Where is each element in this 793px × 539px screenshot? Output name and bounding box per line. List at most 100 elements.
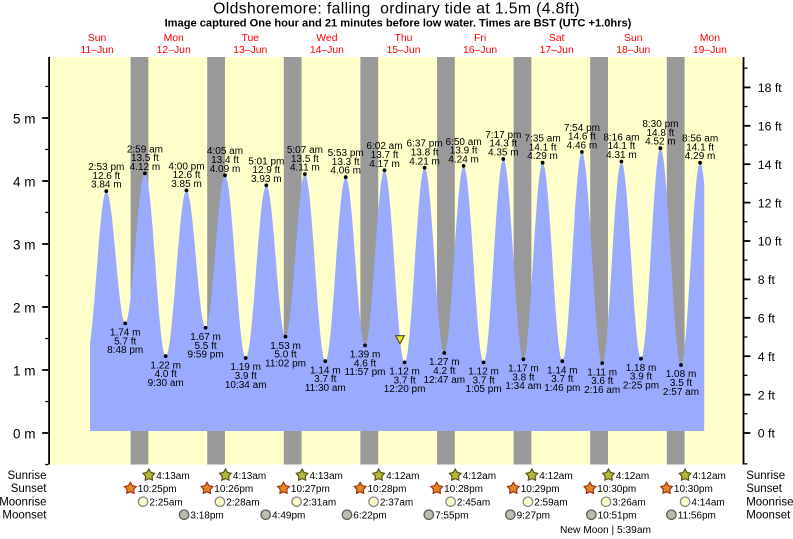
svg-text:2:59 am: 2:59 am [127,144,163,155]
svg-text:13.4 ft: 13.4 ft [211,155,239,166]
svg-text:12.6 ft: 12.6 ft [92,171,120,182]
svg-text:4:49pm: 4:49pm [272,511,305,522]
svg-text:4.11 m: 4.11 m [290,163,320,174]
svg-text:Mon: Mon [700,33,720,44]
svg-text:10:30pm: 10:30pm [674,484,713,495]
svg-text:Image captured One hour and 21: Image captured One hour and 21 minutes b… [165,18,632,30]
svg-text:14–Jun: 14–Jun [310,45,344,56]
svg-text:4.24 m: 4.24 m [448,154,479,165]
svg-text:18 ft: 18 ft [758,81,783,95]
svg-text:1:34 am: 1:34 am [505,381,541,392]
svg-text:12.6 ft: 12.6 ft [173,170,201,181]
svg-text:5:53 pm: 5:53 pm [328,148,364,159]
svg-text:1.08 m: 1.08 m [666,369,697,380]
svg-text:10:51pm: 10:51pm [598,511,637,522]
svg-text:4.31 m: 4.31 m [606,150,637,161]
svg-text:5.5 ft: 5.5 ft [194,341,216,352]
svg-text:4:00 pm: 4:00 pm [168,161,204,172]
svg-text:0 m: 0 m [13,426,36,441]
svg-text:12:20 pm: 12:20 pm [384,384,426,395]
svg-text:4:12am: 4:12am [386,471,419,482]
svg-text:4.35 m: 4.35 m [488,148,519,159]
svg-text:8:30 pm: 8:30 pm [642,119,678,130]
svg-text:3.9 ft: 3.9 ft [235,371,257,382]
svg-text:11:56pm: 11:56pm [678,511,716,522]
svg-text:4:13am: 4:13am [310,471,343,482]
svg-text:13.5 ft: 13.5 ft [131,153,159,164]
svg-text:1.19 m: 1.19 m [230,362,261,373]
svg-text:4.2 ft: 4.2 ft [433,366,455,377]
svg-text:12:47 am: 12:47 am [423,375,465,386]
svg-text:10:27pm: 10:27pm [291,484,330,495]
svg-text:2 m: 2 m [13,300,36,315]
svg-text:Wed: Wed [316,33,337,44]
svg-text:4.6 ft: 4.6 ft [354,358,376,369]
svg-text:4.29 m: 4.29 m [685,151,716,162]
svg-text:Thu: Thu [395,33,413,44]
svg-text:3.85 m: 3.85 m [171,179,202,190]
svg-text:11:30 am: 11:30 am [305,383,346,394]
svg-text:3:18pm: 3:18pm [190,511,223,522]
svg-text:Sun: Sun [88,33,107,44]
svg-text:4.12 m: 4.12 m [130,162,161,173]
svg-text:1.22 m: 1.22 m [150,360,181,371]
svg-text:12.9 ft: 12.9 ft [252,165,280,176]
svg-text:3:26am: 3:26am [612,498,645,509]
svg-text:13.7 ft: 13.7 ft [371,150,399,161]
svg-text:4.21 m: 4.21 m [409,156,440,167]
svg-text:3.7 ft: 3.7 ft [472,375,494,386]
svg-text:Sat: Sat [549,33,565,44]
svg-text:9:59 pm: 9:59 pm [188,350,224,361]
svg-text:6:22pm: 6:22pm [353,511,386,522]
svg-text:New Moon | 5:39am: New Moon | 5:39am [560,525,651,536]
svg-text:5:01 pm: 5:01 pm [248,156,284,167]
svg-text:0 ft: 0 ft [758,427,776,441]
svg-text:2:28am: 2:28am [226,498,259,509]
svg-text:10:34 am: 10:34 am [225,380,267,391]
svg-text:1.11 m: 1.11 m [587,367,617,378]
svg-text:2:25am: 2:25am [149,498,182,509]
svg-text:9:27pm: 9:27pm [517,511,550,522]
svg-text:6:50 am: 6:50 am [446,137,482,148]
svg-text:1.14 m: 1.14 m [310,365,341,376]
svg-text:14.1 ft: 14.1 ft [529,142,557,153]
svg-text:Moonset: Moonset [2,510,47,522]
svg-text:5.7 ft: 5.7 ft [114,336,136,347]
svg-text:1.53 m: 1.53 m [270,341,301,352]
svg-text:Moonrise: Moonrise [746,497,793,509]
svg-text:1.18 m: 1.18 m [626,363,657,374]
svg-text:5:07 am: 5:07 am [287,145,323,156]
svg-text:4.09 m: 4.09 m [210,164,241,175]
svg-text:12 ft: 12 ft [758,196,783,210]
svg-text:1.27 m: 1.27 m [429,357,460,368]
svg-text:15–Jun: 15–Jun [386,45,420,56]
svg-text:10 ft: 10 ft [758,235,783,249]
svg-text:3.5 ft: 3.5 ft [670,378,692,389]
svg-text:1.74 m: 1.74 m [110,328,141,339]
svg-text:4:12am: 4:12am [539,471,572,482]
svg-text:2 ft: 2 ft [758,388,776,402]
svg-text:11:02 pm: 11:02 pm [265,358,306,369]
svg-text:Sunrise: Sunrise [8,470,47,482]
svg-text:Moonset: Moonset [746,510,791,522]
svg-text:11–Jun: 11–Jun [80,45,114,56]
svg-text:16 ft: 16 ft [758,120,783,134]
svg-text:10:29pm: 10:29pm [521,484,560,495]
svg-text:6:02 am: 6:02 am [366,141,402,152]
svg-text:13.5 ft: 13.5 ft [291,154,319,165]
svg-text:13.3 ft: 13.3 ft [332,157,360,168]
svg-text:19–Jun: 19–Jun [693,45,727,56]
svg-text:8:48 pm: 8:48 pm [107,345,143,356]
svg-text:Sunrise: Sunrise [746,470,785,482]
svg-text:1.12 m: 1.12 m [468,367,499,378]
svg-text:12–Jun: 12–Jun [157,45,191,56]
svg-text:4:14am: 4:14am [691,498,724,509]
svg-text:2:57 am: 2:57 am [663,387,699,398]
svg-text:4.0 ft: 4.0 ft [155,369,177,380]
svg-text:5.0 ft: 5.0 ft [274,350,296,361]
svg-text:1.14 m: 1.14 m [547,365,578,376]
svg-text:13–Jun: 13–Jun [233,45,267,56]
svg-text:13.9 ft: 13.9 ft [450,146,478,157]
svg-text:8:16 am: 8:16 am [603,132,639,143]
svg-text:1.39 m: 1.39 m [350,350,381,361]
